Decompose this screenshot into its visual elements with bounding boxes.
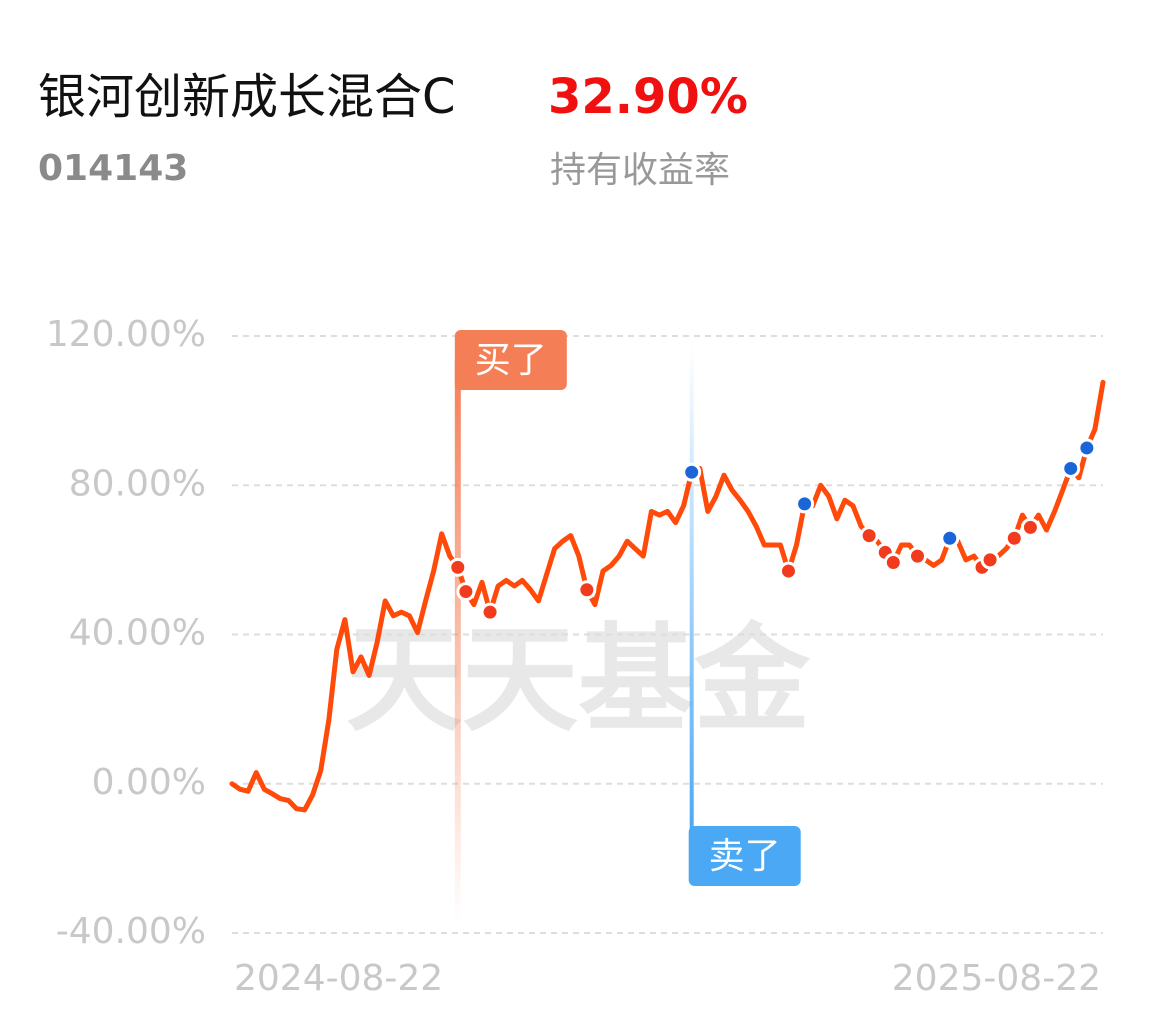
buy-point (577, 580, 597, 600)
sell-flag (688, 826, 801, 886)
buy-point (883, 552, 903, 572)
buy-flag-label: 买了 (475, 340, 547, 381)
sell-point (682, 462, 702, 482)
buy-point (778, 561, 798, 581)
buy-point (456, 582, 476, 602)
sell-point (1077, 438, 1097, 458)
sell-point (795, 494, 815, 514)
sell-point (1061, 458, 1081, 478)
buy-point (859, 526, 879, 546)
y-tick-label: 40.00% (69, 613, 206, 654)
fund-code: 014143 (38, 148, 188, 189)
fund-name: 银河创新成长混合C (38, 69, 456, 125)
y-tick-label: 0.00% (92, 762, 206, 803)
holding-return: 32.90% (548, 69, 748, 125)
buy-point (1020, 517, 1040, 537)
buy-point (908, 546, 928, 566)
buy-flag-line (454, 360, 461, 923)
buy-point (480, 602, 500, 622)
y-tick-label: -40.00% (56, 911, 206, 952)
y-tick-label: 80.00% (69, 463, 206, 504)
x-tick-label: 2025-08-22 (892, 958, 1101, 999)
buy-point (1004, 528, 1024, 548)
sell-point (940, 528, 960, 548)
y-tick-label: 120.00% (46, 314, 206, 355)
buy-point (448, 557, 468, 577)
buy-point (980, 550, 1000, 570)
buy-flag (454, 330, 567, 390)
sell-flag-line (689, 345, 694, 835)
sell-flag-label: 卖了 (709, 836, 781, 877)
holding-return-label: 持有收益率 (550, 150, 730, 191)
x-tick-label: 2024-08-22 (234, 958, 443, 999)
